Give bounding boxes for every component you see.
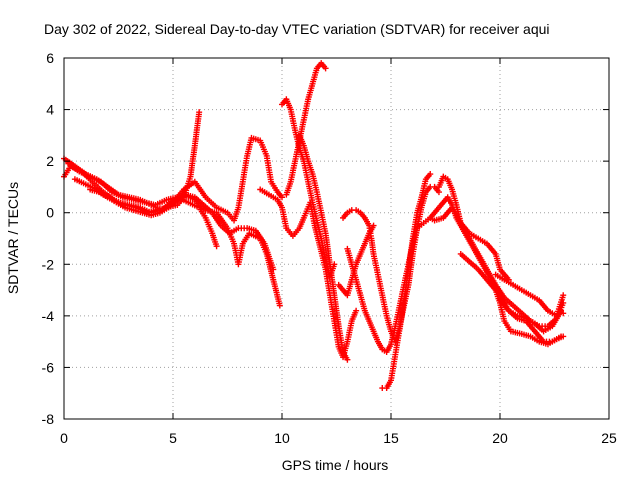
series-trace-markers bbox=[459, 252, 564, 347]
series-sat16 bbox=[457, 250, 567, 348]
y-tick-label: -2 bbox=[42, 256, 55, 272]
series-trace-markers bbox=[284, 61, 328, 196]
y-axis-label: SDTVAR / TECUs bbox=[5, 182, 21, 294]
y-tick-label: 6 bbox=[46, 50, 54, 66]
series-sat5 bbox=[87, 186, 277, 273]
series-sat13 bbox=[379, 171, 434, 392]
series-trace-markers bbox=[384, 172, 432, 390]
plot-frame bbox=[63, 57, 610, 420]
series-sat12 bbox=[335, 222, 377, 299]
x-tick-label: 25 bbox=[601, 430, 617, 446]
x-tick-label: 15 bbox=[383, 430, 399, 446]
x-tick-label: 10 bbox=[274, 430, 290, 446]
x-tick-label: 5 bbox=[169, 430, 177, 446]
series-trace-markers bbox=[337, 224, 376, 297]
x-axis-label: GPS time / hours bbox=[282, 457, 389, 473]
data-series-group bbox=[61, 60, 567, 392]
series-sat8 bbox=[296, 132, 351, 363]
series-trace-markers bbox=[428, 196, 562, 345]
series-trace-markers bbox=[498, 299, 563, 333]
y-tick-label: -8 bbox=[42, 411, 55, 427]
x-tick-label: 20 bbox=[492, 430, 508, 446]
series-sat18 bbox=[497, 297, 567, 335]
x-tick-label: 0 bbox=[60, 430, 68, 446]
chart-title: Day 302 of 2022, Sidereal Day-to-day VTE… bbox=[44, 21, 550, 37]
y-tick-label: 0 bbox=[46, 205, 54, 221]
series-sat9 bbox=[283, 60, 329, 198]
series-trace-markers bbox=[89, 187, 276, 271]
y-tick-label: 2 bbox=[46, 153, 54, 169]
series-sat4 bbox=[65, 160, 220, 250]
grid-lines bbox=[64, 58, 609, 419]
y-tick-label: -4 bbox=[42, 308, 55, 324]
axis-ticks: 0 5 10 15 20 25 -8 -6 -4 -2 0 2 4 6 bbox=[42, 50, 617, 446]
y-tick-label: 4 bbox=[46, 102, 54, 118]
y-tick-label: -6 bbox=[42, 359, 55, 375]
